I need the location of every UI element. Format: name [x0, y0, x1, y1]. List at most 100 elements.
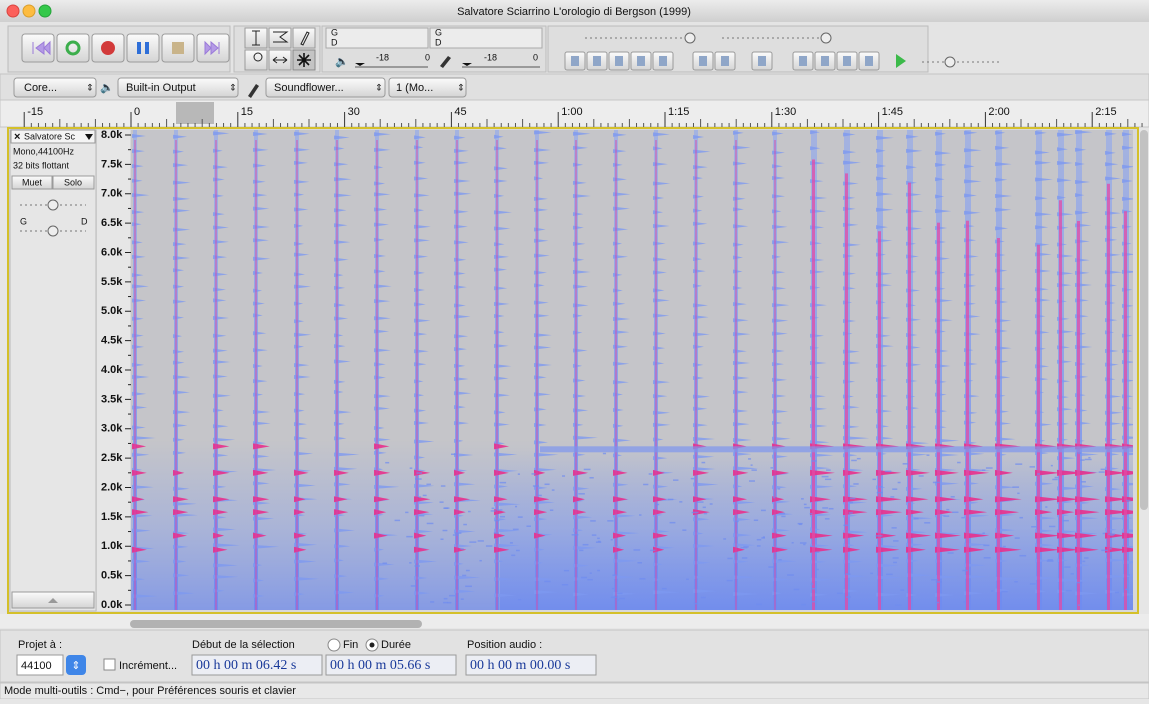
harmonic-burst	[810, 577, 833, 582]
peak-energy	[132, 443, 147, 450]
minimize-button[interactable]	[22, 4, 36, 18]
harmonic-burst	[733, 533, 752, 538]
project-rate-field[interactable]	[16, 654, 64, 676]
host-label: Core...	[24, 82, 57, 94]
track-menu-arrow[interactable]	[85, 134, 93, 140]
pink-dots	[255, 140, 257, 610]
play-at-speed[interactable]	[896, 54, 906, 68]
noise-speck	[1029, 466, 1036, 468]
harmonic-burst	[995, 162, 1012, 167]
time-field[interactable]	[191, 654, 323, 676]
harmonic-burst	[494, 593, 517, 598]
loop-button[interactable]	[56, 33, 90, 63]
noise-speck	[633, 549, 641, 551]
harmonic-burst	[1075, 193, 1085, 198]
harmonic-burst	[733, 302, 747, 307]
frequency-label: 2.5k	[101, 452, 123, 464]
harmonic-burst	[213, 333, 227, 338]
noise-speck	[787, 574, 794, 576]
frequency-label: 8.0k	[101, 129, 123, 141]
snap-checkbox[interactable]	[103, 658, 116, 671]
harmonic-burst	[494, 364, 512, 369]
noise-speck	[1052, 478, 1058, 481]
onset-streak	[415, 130, 419, 610]
harmonic-burst	[693, 344, 704, 349]
harmonic-burst	[613, 361, 630, 366]
harmonic-burst	[995, 194, 1013, 199]
noise-speck	[467, 510, 471, 513]
harmonic-burst	[494, 267, 508, 272]
noise-speck	[1088, 456, 1091, 459]
noise-speck	[1098, 471, 1105, 473]
slider-thumb[interactable]	[47, 199, 59, 211]
end-radio[interactable]	[327, 638, 341, 652]
solo-button[interactable]	[52, 175, 95, 190]
output-select[interactable]	[117, 77, 239, 98]
slider-thumb[interactable]	[944, 56, 956, 68]
time-field[interactable]	[465, 654, 597, 676]
noise-speck	[414, 565, 420, 567]
harmonic-burst	[1075, 210, 1090, 215]
peak-energy	[534, 469, 546, 476]
track-name-button[interactable]	[10, 129, 96, 144]
timeline-ruler[interactable]: -15 0 15 30 45 1:00 1:15 1:30 1:45 2:00 2:15	[0, 99, 1149, 128]
harmonic-burst	[454, 405, 466, 410]
envelope-tool[interactable]	[268, 27, 292, 49]
noise-speck	[591, 534, 597, 536]
slider-thumb[interactable]	[684, 32, 696, 44]
dropdown-arrow[interactable]	[355, 63, 365, 66]
harmonic-burst	[613, 227, 629, 232]
slider-thumb[interactable]	[47, 225, 59, 237]
harmonic-burst	[213, 543, 240, 548]
project-rate-dropdown[interactable]	[66, 655, 86, 675]
noise-speck	[723, 538, 727, 540]
pause-button[interactable]	[126, 33, 160, 63]
noise-speck	[799, 542, 807, 544]
peak-energy	[613, 509, 628, 516]
edit-icon	[699, 56, 707, 66]
host-select[interactable]	[13, 77, 97, 98]
harmonic-burst	[733, 360, 750, 365]
solo-label: Solo	[64, 177, 82, 187]
frequency-label: 6.0k	[101, 246, 123, 258]
zoom-button[interactable]	[38, 4, 52, 18]
onset-streak	[574, 130, 578, 610]
peak-energy	[573, 496, 585, 503]
close-button[interactable]	[6, 4, 20, 18]
noise-speck	[957, 461, 961, 464]
noise-speck	[1047, 559, 1053, 561]
harmonic-burst	[374, 316, 391, 321]
harmonic-burst	[334, 482, 351, 487]
peak-energy	[294, 509, 306, 516]
harmonic-burst	[132, 452, 150, 457]
harmonic-burst	[693, 589, 718, 594]
harmonic-burst	[573, 330, 583, 335]
envelope-icon	[273, 31, 289, 43]
channels-select[interactable]	[388, 77, 467, 98]
harmonic-burst	[414, 379, 424, 384]
harmonic-burst	[173, 501, 197, 506]
slider-thumb[interactable]	[820, 32, 832, 44]
vertical-scrollbar-thumb[interactable]	[1140, 130, 1148, 510]
harmonic-burst	[733, 452, 752, 457]
noise-speck	[1101, 549, 1108, 552]
mute-button[interactable]	[11, 175, 53, 190]
track-close[interactable]: ×	[14, 131, 20, 143]
noise-speck	[602, 452, 607, 455]
time-field[interactable]	[325, 654, 457, 676]
harmonic-burst	[294, 576, 319, 581]
harmonic-burst	[964, 513, 990, 518]
harmonic-burst	[693, 543, 714, 548]
noise-speck	[709, 503, 713, 505]
harmonic-burst	[374, 484, 400, 489]
input-select[interactable]	[265, 77, 386, 98]
edit-icon	[659, 56, 667, 66]
harmonic-burst	[414, 302, 426, 307]
scrollbar-thumb[interactable]	[130, 620, 422, 628]
harmonic-burst	[733, 224, 749, 229]
harmonic-burst	[573, 422, 584, 427]
audio-position: 00 h 00 m 00.00 s	[470, 658, 570, 673]
harmonic-burst	[294, 559, 317, 564]
noise-speck	[884, 470, 892, 473]
dropdown-arrow[interactable]	[462, 63, 472, 66]
